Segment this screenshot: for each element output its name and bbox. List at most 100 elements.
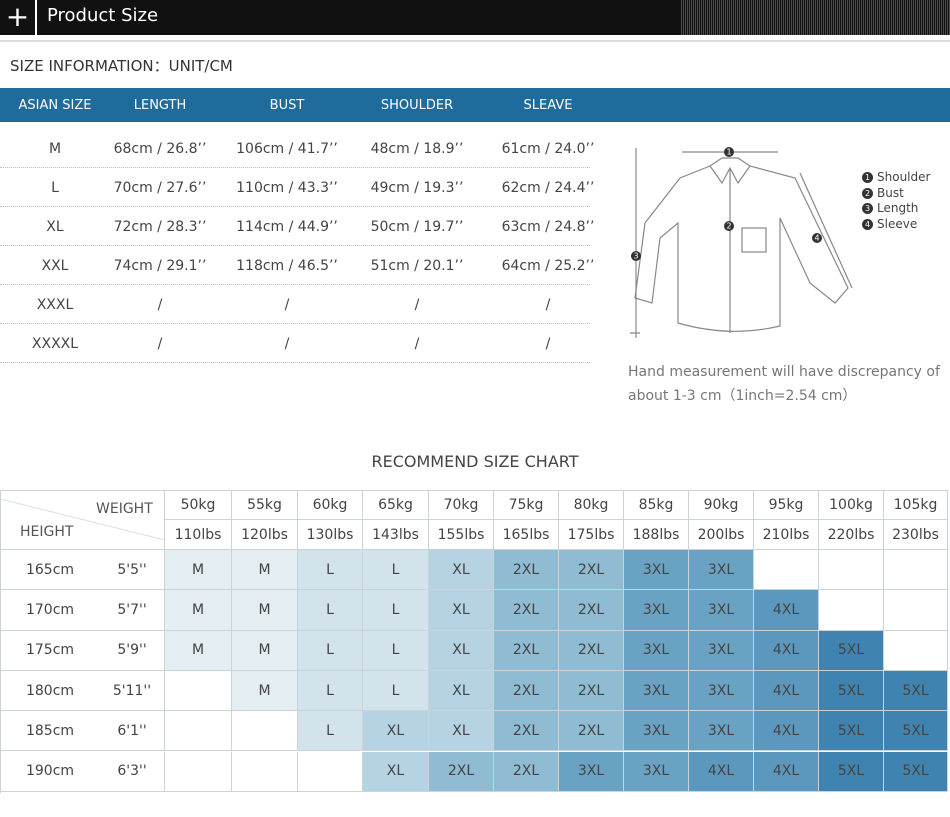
legend-number: 3 <box>862 203 873 214</box>
legend-label: Sleeve <box>877 216 918 231</box>
size-cell: 72cm / 28.3’’ <box>113 218 207 235</box>
legend-label: Bust <box>877 185 904 200</box>
size-cell <box>754 550 819 591</box>
size-cell: XL <box>363 711 429 752</box>
legend-label: Shoulder <box>877 170 931 184</box>
size-cell: 64cm / 25.2’’ <box>501 257 595 274</box>
size-cell <box>884 550 948 591</box>
size-cell: 63cm / 24.8’’ <box>501 218 595 235</box>
size-cell: 4XL <box>689 751 754 792</box>
size-cell: / <box>545 296 551 313</box>
size-cell: XXXXL <box>31 335 79 352</box>
size-cell: 5XL <box>884 711 948 752</box>
size-cell <box>884 590 948 631</box>
height-ft: 6'1'' <box>100 711 165 752</box>
size-cell: 106cm / 41.7’’ <box>236 140 338 157</box>
size-cell: 68cm / 26.8’’ <box>113 140 207 157</box>
weight-lbs: 120lbs <box>232 520 298 550</box>
size-cell: XL <box>46 218 64 235</box>
corner-cell <box>0 490 165 550</box>
row-divider <box>0 245 590 246</box>
size-cell: 5XL <box>819 711 884 752</box>
weight-lbs: 175lbs <box>559 520 624 550</box>
size-cell: M <box>165 550 232 591</box>
weight-kg: 105kg <box>884 490 948 520</box>
size-cell <box>165 751 232 792</box>
legend-label: Length <box>877 201 919 215</box>
marker-number: 1 <box>726 148 731 157</box>
weight-lbs: 220lbs <box>819 520 884 550</box>
weight-kg: 85kg <box>624 490 689 520</box>
size-cell: 74cm / 29.1’’ <box>113 257 207 274</box>
weight-lbs: 230lbs <box>884 520 948 550</box>
size-cell: 2XL <box>559 590 624 631</box>
size-cell: 3XL <box>624 670 689 712</box>
size-cell: M <box>165 590 232 631</box>
weight-kg: 55kg <box>232 490 298 520</box>
weight-lbs: 155lbs <box>429 520 494 550</box>
weight-lbs: 110lbs <box>165 520 232 550</box>
size-cell: 5XL <box>819 751 884 792</box>
height-cm: 175cm <box>0 631 100 671</box>
size-cell: 3XL <box>624 590 689 631</box>
row-divider <box>0 206 590 207</box>
size-cell: L <box>363 590 429 631</box>
size-cell: 3XL <box>689 670 754 712</box>
size-cell <box>232 711 298 752</box>
size-cell <box>165 670 232 712</box>
size-cell <box>165 711 232 752</box>
height-cm: 185cm <box>0 711 100 752</box>
legend-number: 2 <box>862 187 873 199</box>
size-cell: 2XL <box>559 670 624 712</box>
column-header: ASIAN SIZE <box>18 97 92 113</box>
weight-lbs: 200lbs <box>689 520 754 550</box>
recommend-title: RECOMMEND SIZE CHART <box>371 452 579 471</box>
weight-kg: 65kg <box>363 490 429 520</box>
size-cell: 2XL <box>494 751 559 792</box>
size-cell: 118cm / 46.5’’ <box>236 257 338 274</box>
weight-label: WEIGHT <box>96 501 153 517</box>
column-header: BUST <box>269 97 305 113</box>
height-ft: 5'5'' <box>100 550 165 591</box>
size-cell <box>819 590 884 631</box>
size-cell: 51cm / 20.1’’ <box>370 257 464 274</box>
note-line: about 1-3 cm（1inch=2.54 cm） <box>628 388 857 404</box>
size-cell: 2XL <box>494 670 559 712</box>
header-bar: + Product Size <box>0 0 950 35</box>
weight-kg: 60kg <box>298 490 363 520</box>
size-cell: 4XL <box>754 590 819 631</box>
size-cell: 2XL <box>494 590 559 631</box>
size-cell: / <box>157 335 163 352</box>
size-cell: 110cm / 43.3’’ <box>236 179 338 196</box>
size-cell <box>819 550 884 591</box>
size-cell: 2XL <box>559 550 624 591</box>
size-cell: 2XL <box>559 630 624 671</box>
size-cell: 3XL <box>689 711 754 752</box>
height-label: HEIGHT <box>20 524 74 540</box>
height-ft: 6'3'' <box>100 751 165 792</box>
size-cell: 2XL <box>494 630 559 671</box>
weight-lbs: 188lbs <box>624 520 689 550</box>
size-cell: / <box>284 296 290 313</box>
size-cell: L <box>363 630 429 671</box>
column-header: SLEAVE <box>523 97 573 113</box>
height-cm: 170cm <box>0 590 100 631</box>
size-cell: L <box>298 590 363 631</box>
size-cell: / <box>284 335 290 352</box>
weight-lbs: 165lbs <box>494 520 559 550</box>
marker-number: 3 <box>633 252 638 261</box>
weight-kg: 95kg <box>754 490 819 520</box>
size-cell: XL <box>429 630 494 671</box>
size-cell: 3XL <box>624 630 689 671</box>
divider <box>0 40 950 42</box>
size-cell: XL <box>429 550 494 591</box>
row-divider <box>0 284 590 285</box>
weight-kg: 75kg <box>494 490 559 520</box>
size-cell <box>232 751 298 792</box>
size-cell: / <box>157 296 163 313</box>
height-cm: 180cm <box>0 671 100 712</box>
size-cell: 61cm / 24.0’’ <box>501 140 595 157</box>
weight-lbs: 130lbs <box>298 520 363 550</box>
weight-kg: 90kg <box>689 490 754 520</box>
